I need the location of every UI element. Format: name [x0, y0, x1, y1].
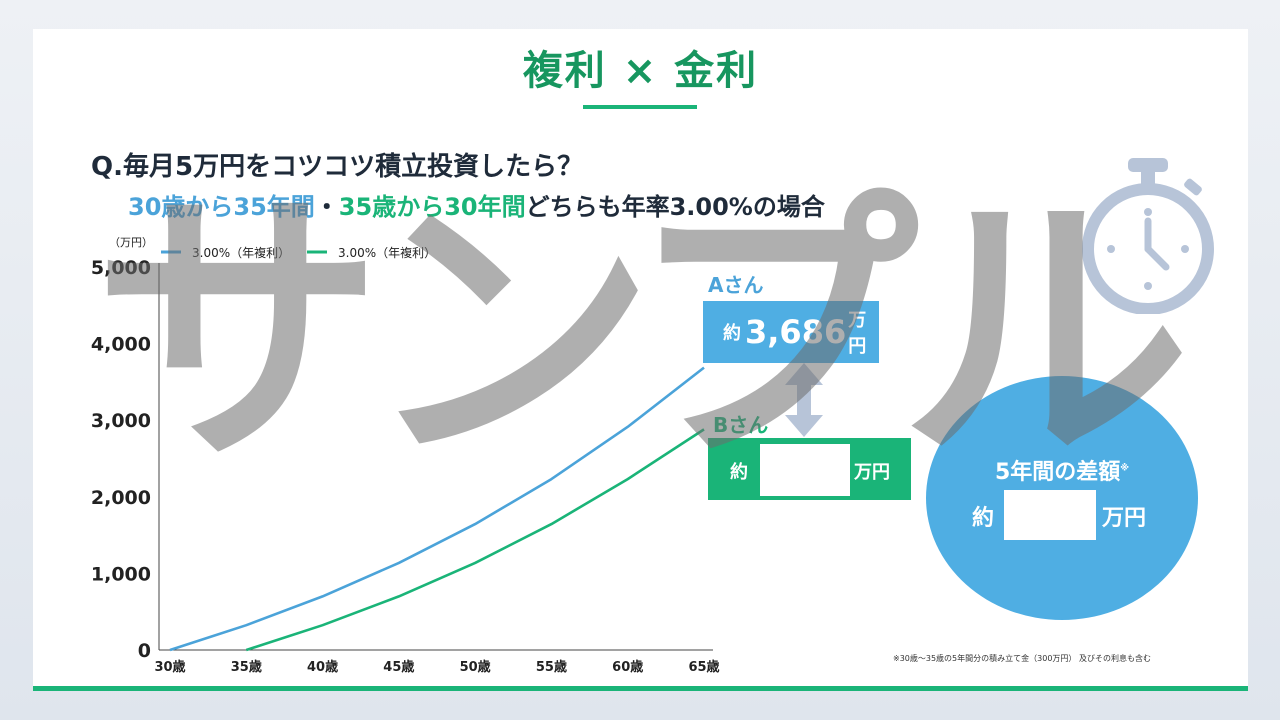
y-tick-label: 0 — [138, 640, 151, 662]
difference-title: 5年間の差額※ — [926, 454, 1198, 486]
y-tick-label: 5,000 — [91, 257, 151, 279]
x-tick-label: 45歳 — [383, 659, 414, 675]
person-a-amount-box: 約 3,686 万円 — [703, 301, 879, 363]
slide: 複利 × 金利 Q.毎月5万円をコツコツ積立投資したら？ 30歳から35年間・3… — [33, 29, 1248, 687]
legend-label: 3.00%（年複利） — [192, 245, 290, 260]
legend-label: 3.00%（年複利） — [338, 245, 436, 260]
person-b-amount-box: 約 万円 — [708, 438, 911, 500]
difference-unit: 万円 — [1102, 506, 1147, 531]
subtitle-separator: ・ — [314, 193, 339, 221]
y-tick-label: 2,000 — [91, 487, 151, 509]
x-tick-label: 35歳 — [231, 659, 262, 675]
x-tick-label: 60歳 — [612, 659, 643, 675]
subtitle-rest: どちらも年率3.00%の場合 — [525, 193, 825, 221]
y-axis-label: （万円） — [109, 236, 153, 249]
x-tick-label: 50歳 — [460, 659, 491, 675]
person-b-prefix: 約 — [730, 462, 748, 483]
page-title: 複利 × 金利 — [522, 48, 759, 94]
footnote: ※30歳～35歳の5年間分の積み立て金（300万円） 及びその利息も含む — [893, 654, 1151, 663]
bottom-accent-bar — [33, 686, 1248, 691]
question-text: Q.毎月5万円をコツコツ積立投資したら？ — [91, 152, 584, 182]
y-tick-label: 3,000 — [91, 410, 151, 432]
x-tick-label: 55歳 — [536, 659, 567, 675]
y-tick-label: 4,000 — [91, 334, 151, 356]
person-a-label: Aさん — [708, 273, 764, 297]
person-a-value: 3,686 — [745, 313, 847, 351]
series-line-2 — [245, 428, 705, 652]
person-b-blank-field — [758, 442, 852, 498]
difference-note-mark: ※ — [1120, 463, 1130, 474]
x-tick-label: 65歳 — [688, 659, 719, 675]
difference-blank-field — [1004, 490, 1096, 540]
title-underline — [583, 105, 697, 109]
subtitle-green: 35歳から30年間 — [338, 193, 526, 221]
person-b-label: Bさん — [713, 413, 769, 437]
question-subtitle: 30歳から35年間・35歳から30年間どちらも年率3.00%の場合 — [128, 187, 825, 222]
person-a-unit: 万円 — [848, 310, 867, 357]
stopwatch-icon — [1082, 158, 1214, 314]
x-tick-label: 30歳 — [154, 659, 185, 675]
difference-prefix: 約 — [972, 506, 995, 531]
series-line-1 — [169, 366, 705, 652]
difference-circle: 5年間の差額※ 約 万円 — [926, 376, 1198, 620]
subtitle-blue: 30歳から35年間 — [128, 193, 315, 221]
x-tick-label: 40歳 — [307, 659, 338, 675]
y-tick-label: 1,000 — [91, 563, 151, 585]
difference-title-text: 5年間の差額 — [994, 460, 1121, 485]
double-arrow-icon — [785, 363, 823, 437]
person-b-unit: 万円 — [854, 462, 890, 483]
person-a-prefix: 約 — [723, 323, 741, 344]
